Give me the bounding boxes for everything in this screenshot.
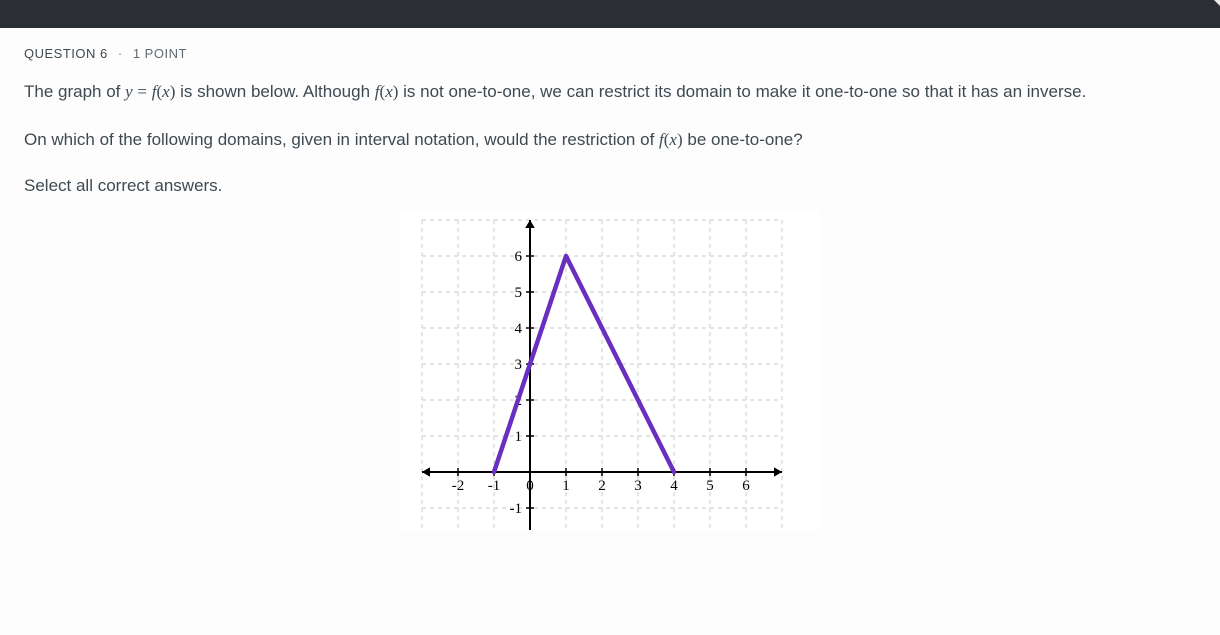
- svg-text:6: 6: [742, 478, 750, 494]
- question-page: QUESTION 6 · 1 POINT The graph of y = f(…: [0, 28, 1220, 635]
- separator-dot: ·: [118, 46, 123, 61]
- select-instruction: Select all correct answers.: [24, 176, 1196, 196]
- question-number: QUESTION 6: [24, 46, 108, 61]
- svg-text:1: 1: [562, 478, 570, 494]
- svg-text:-1: -1: [510, 501, 523, 517]
- svg-text:3: 3: [634, 478, 642, 494]
- question-text-2: On which of the following domains, given…: [24, 127, 1184, 153]
- svg-text:2: 2: [598, 478, 606, 494]
- svg-text:3: 3: [515, 357, 523, 373]
- function-graph: -2-10123456-1123456: [400, 210, 820, 530]
- question-text-1: The graph of y = f(x) is shown below. Al…: [24, 79, 1184, 105]
- svg-text:6: 6: [515, 249, 523, 265]
- question-header: QUESTION 6 · 1 POINT: [24, 46, 1196, 61]
- svg-text:5: 5: [706, 478, 714, 494]
- svg-text:4: 4: [670, 478, 678, 494]
- chart-container: -2-10123456-1123456: [24, 210, 1196, 530]
- svg-text:4: 4: [515, 321, 523, 337]
- window-top-bar: [0, 0, 1220, 28]
- svg-text:0: 0: [526, 478, 534, 494]
- svg-text:5: 5: [515, 285, 523, 301]
- svg-text:-1: -1: [488, 478, 501, 494]
- question-points: 1 POINT: [133, 46, 187, 61]
- svg-text:-2: -2: [452, 478, 465, 494]
- svg-text:1: 1: [515, 429, 523, 445]
